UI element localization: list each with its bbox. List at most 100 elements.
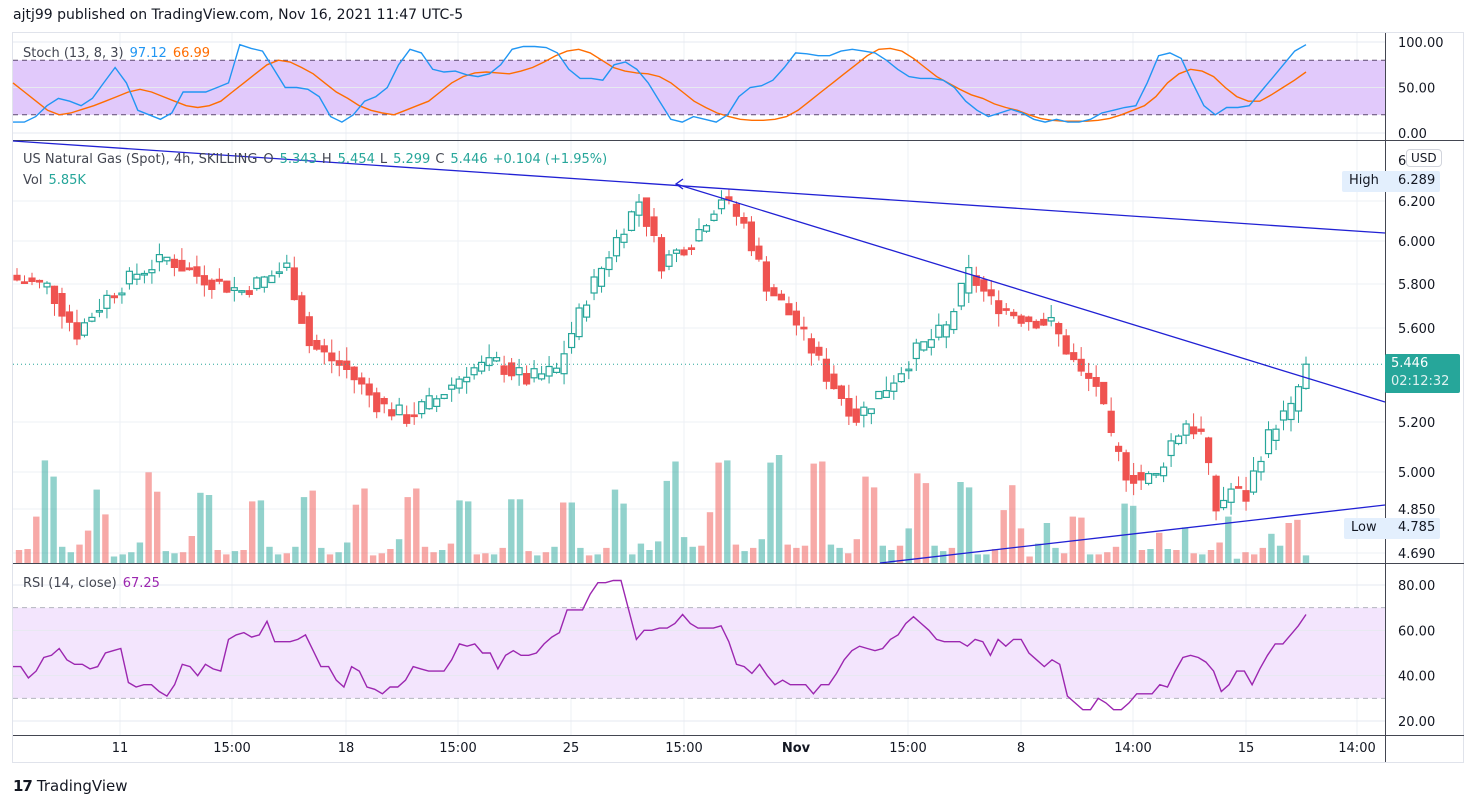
currency-button[interactable]: USD	[1406, 149, 1442, 167]
volume-bar	[965, 487, 973, 563]
time-tick-label: 14:00	[1114, 741, 1151, 756]
volume-bar	[447, 543, 455, 563]
candle-body	[747, 221, 756, 252]
candle-body	[133, 273, 141, 280]
volume-bar	[585, 555, 593, 563]
candle-body	[1249, 470, 1258, 493]
volume-bar	[516, 499, 524, 563]
candle-body	[35, 279, 44, 283]
candle-body	[545, 365, 553, 377]
candle-body	[672, 249, 681, 254]
change-value: +0.104 (+1.95%)	[492, 152, 608, 167]
volume-bar	[439, 550, 446, 563]
volume-bar	[249, 501, 256, 563]
stoch-legend[interactable]: Stoch (13, 8, 3) 97.12 66.99	[23, 46, 216, 61]
candle-body	[283, 262, 291, 269]
candle-body	[1279, 410, 1288, 421]
volume-bar	[84, 530, 92, 563]
rsi-line	[13, 579, 1307, 711]
candle-body	[373, 392, 381, 413]
volume-bar	[827, 544, 835, 563]
stoch-k-line	[13, 43, 1307, 123]
candle-body	[485, 357, 493, 367]
volume-bar	[940, 551, 947, 563]
candle-body	[920, 341, 928, 351]
volume-bar	[1190, 553, 1197, 563]
rsi-legend[interactable]: RSI (14, close) 67.25	[23, 576, 166, 591]
rsi-axis-label: 40.00	[1398, 670, 1435, 685]
candle-body	[1025, 316, 1033, 323]
price-axis-label: 5.200	[1398, 416, 1435, 431]
volume-legend[interactable]: Vol 5.85K	[23, 173, 92, 188]
volume-bar	[1069, 516, 1076, 563]
candle-body	[253, 277, 261, 290]
volume-bar	[948, 547, 956, 563]
candle-body	[912, 342, 920, 360]
volume-bar	[67, 552, 74, 563]
candle-body	[20, 281, 29, 284]
volume-bar	[119, 554, 126, 563]
candle-body	[193, 266, 201, 277]
candle-body	[1122, 452, 1130, 481]
volume-bar	[551, 546, 558, 563]
volume-bar	[110, 556, 118, 563]
volume-bar	[499, 547, 506, 563]
price-axis-label: 5.600	[1398, 322, 1435, 337]
candle-body	[95, 310, 104, 313]
rsi-axis-label: 80.00	[1398, 579, 1435, 594]
high-marker: High 6.289	[1342, 171, 1440, 192]
time-tick-label: 14:00	[1338, 741, 1375, 756]
volume-bar	[810, 463, 817, 563]
volume-bar	[1095, 554, 1102, 563]
volume-bar	[784, 544, 791, 563]
candle-body	[208, 279, 216, 290]
tradingview-footer[interactable]: 17 TradingView	[13, 777, 128, 795]
volume-bar	[1242, 552, 1249, 563]
rsi-band	[13, 607, 1385, 699]
price-axis-label: 6	[1398, 154, 1406, 169]
volume-bar	[179, 552, 187, 563]
volume-bar	[1216, 542, 1223, 563]
time-tick-label: 8	[1017, 741, 1025, 756]
volume-bar	[59, 546, 66, 563]
volume-bar	[732, 544, 740, 563]
candle-body	[800, 326, 808, 330]
volume-bar	[1259, 547, 1266, 563]
volume-bar	[1035, 543, 1042, 563]
candle-body	[58, 293, 66, 317]
candle-body	[65, 311, 74, 323]
candle-body	[1257, 460, 1265, 473]
trendline-upper	[12, 140, 1386, 234]
candle-body	[1010, 311, 1018, 317]
tradingview-brand: TradingView	[36, 777, 128, 795]
volume-bar	[1302, 555, 1310, 563]
candle-body	[230, 287, 238, 292]
high-value: 5.454	[337, 152, 375, 167]
candle-body	[365, 383, 373, 396]
main-legend[interactable]: US Natural Gas (Spot), 4h, SKILLING O 5.34…	[23, 152, 613, 167]
candle-body	[995, 300, 1003, 315]
candle-body	[478, 361, 486, 372]
candle-body	[1107, 410, 1115, 433]
candle-body	[350, 366, 358, 381]
candle-body	[508, 362, 516, 377]
price-axis-label: 6.000	[1398, 235, 1435, 250]
candle-body	[260, 276, 268, 288]
candle-body	[852, 408, 860, 423]
volume-bar	[1225, 516, 1232, 563]
volume-bar	[274, 554, 282, 563]
candle-body	[328, 352, 336, 362]
candle-body	[942, 324, 950, 338]
volume-bar	[680, 537, 688, 563]
candle-body	[845, 398, 853, 417]
volume-bar	[1060, 553, 1068, 563]
candle-body	[440, 394, 448, 400]
price-axis-label: 4.690	[1398, 547, 1435, 562]
time-tick-label: 15:00	[889, 741, 926, 756]
volume-bar	[534, 555, 541, 563]
volume-bar	[1017, 528, 1025, 563]
candle-body	[1144, 473, 1153, 485]
volume-bar	[378, 553, 385, 563]
volume-bar	[1268, 533, 1275, 563]
